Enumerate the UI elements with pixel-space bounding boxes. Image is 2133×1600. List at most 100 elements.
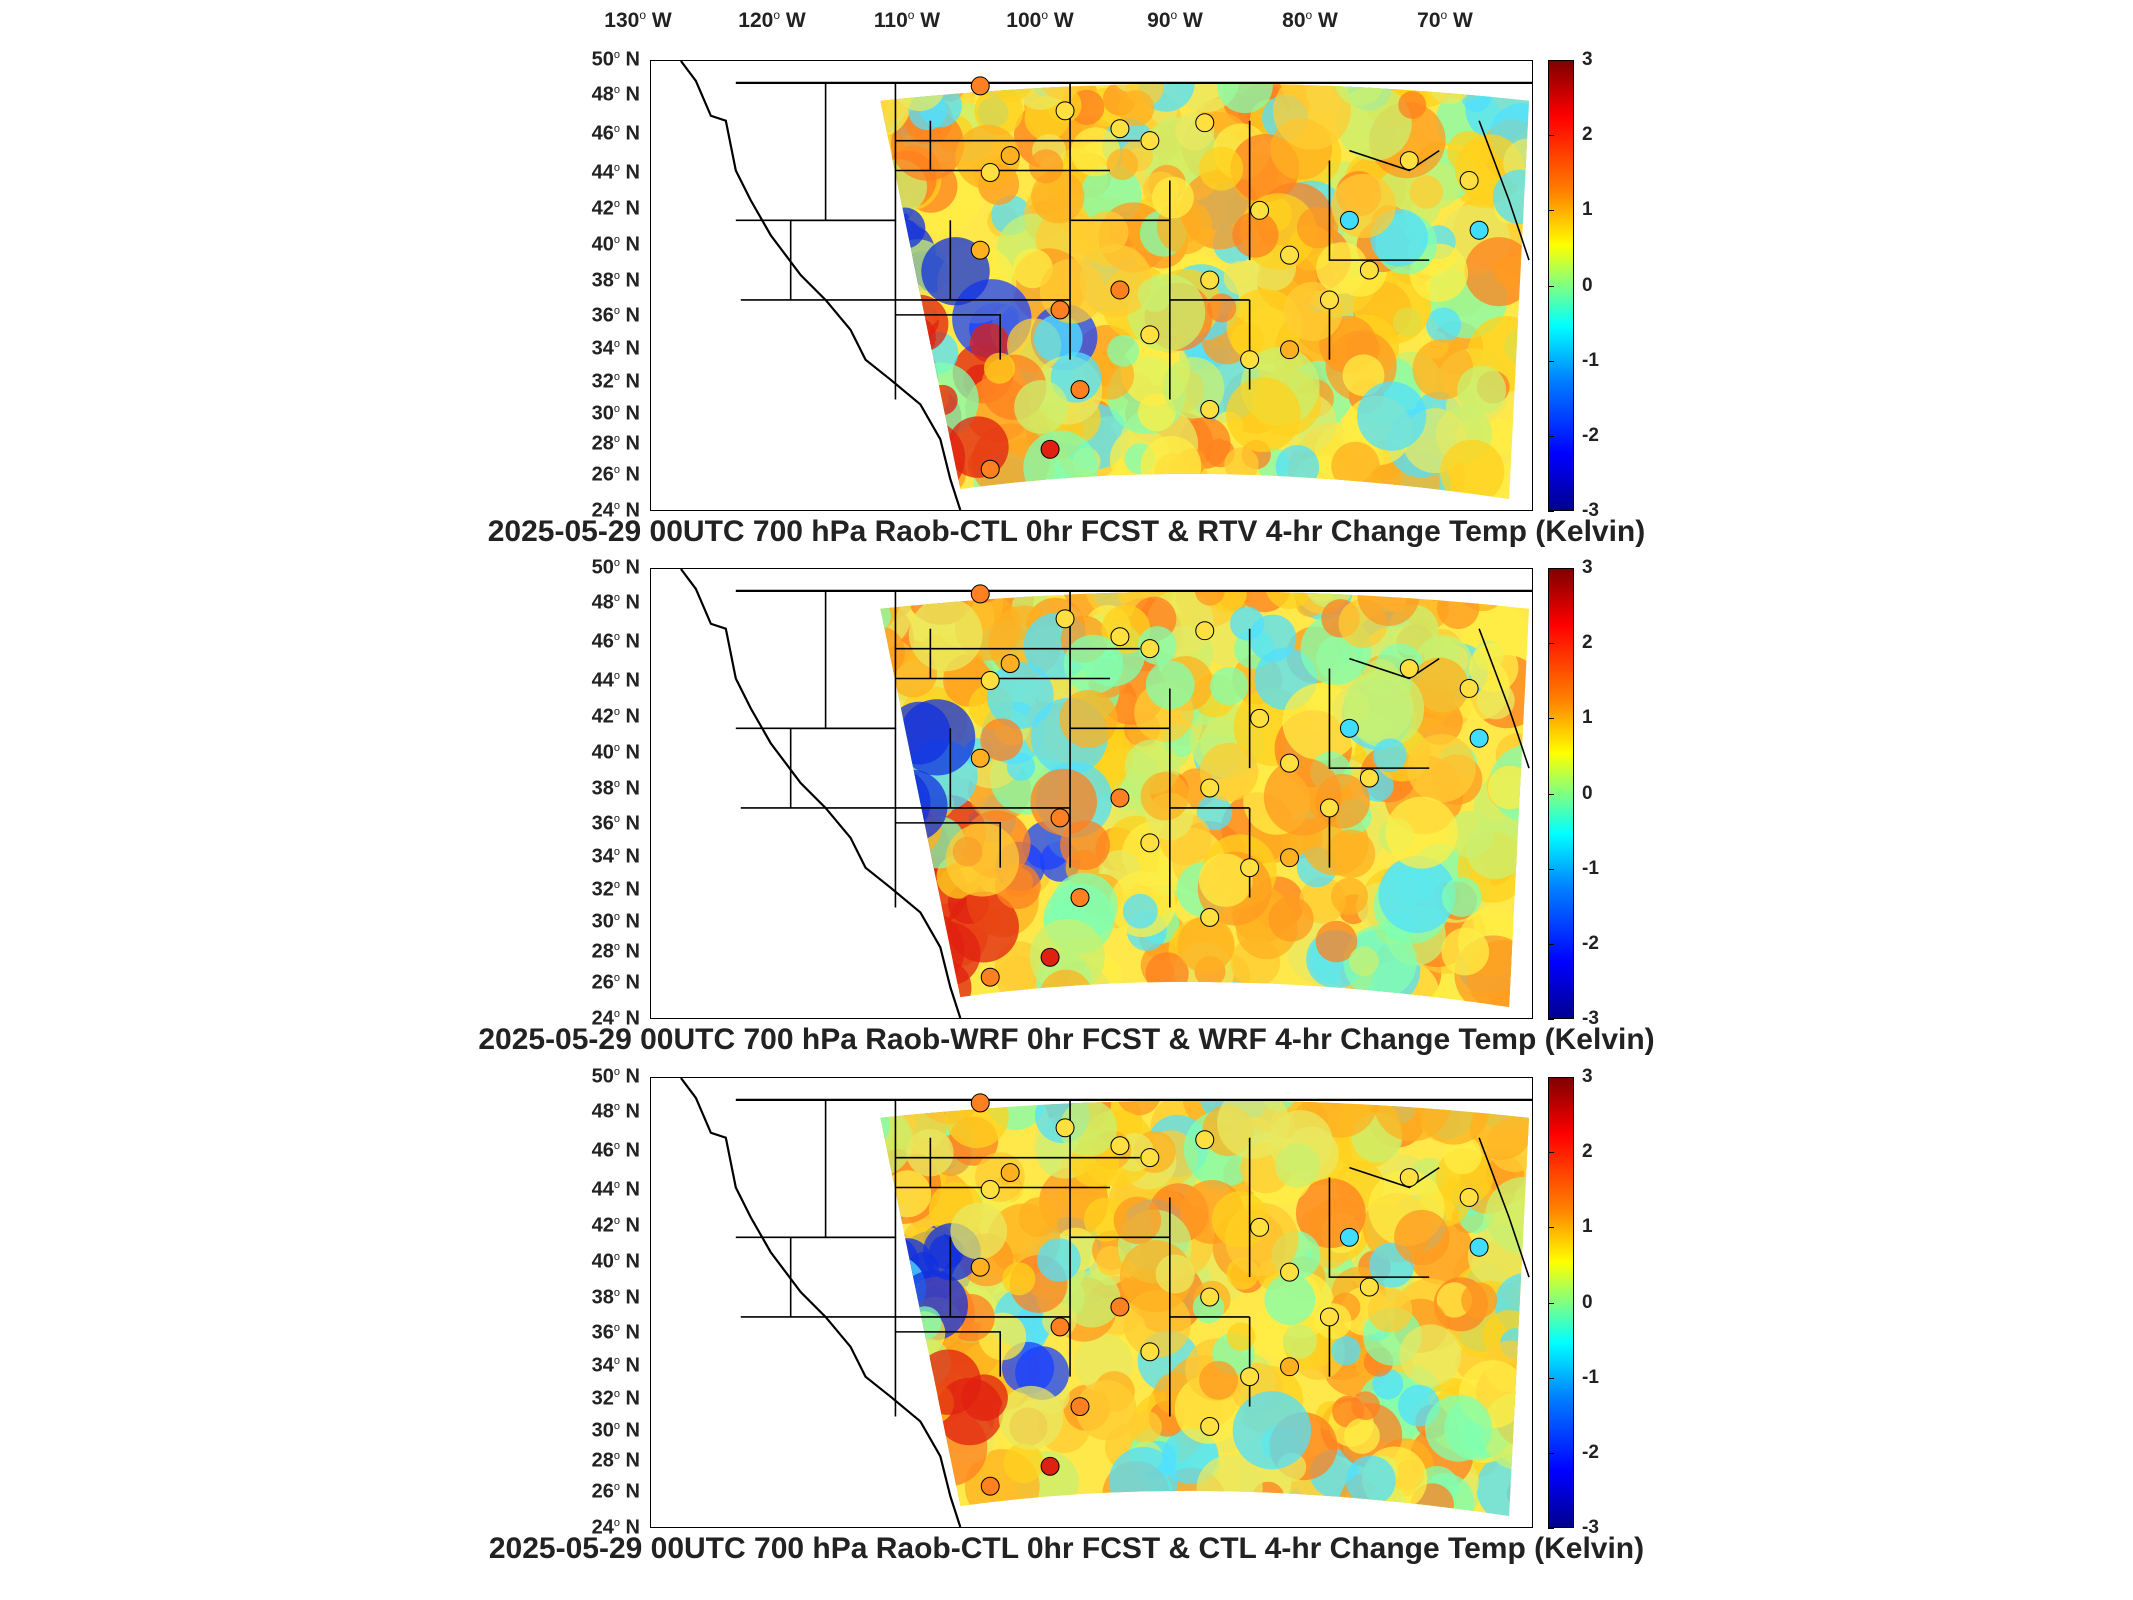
latitude-label: 24o N xyxy=(591,499,640,522)
raob-station-marker xyxy=(1459,171,1479,190)
raob-station-marker xyxy=(1070,888,1090,907)
latitude-label: 28o N xyxy=(591,940,640,963)
colorbar-tick-mark xyxy=(1548,568,1554,569)
map-svg xyxy=(680,569,1532,1018)
colorbar-tick-mark xyxy=(1548,1152,1554,1154)
temperature-map xyxy=(650,568,1533,1019)
raob-station-marker xyxy=(980,967,1000,987)
raob-station-marker xyxy=(980,671,1000,690)
latitude-label: 36o N xyxy=(591,812,640,835)
colorbar-tick-label: 1 xyxy=(1582,1216,1593,1238)
raob-station-marker xyxy=(1399,1168,1419,1188)
colorbar-tick-label: -2 xyxy=(1582,424,1599,446)
raob-station-marker xyxy=(1140,639,1160,659)
raob-station-marker xyxy=(1250,1217,1270,1237)
latitude-label: 48o N xyxy=(591,591,640,614)
latitude-label: 46o N xyxy=(591,122,640,144)
latitude-label: 24o N xyxy=(591,1007,640,1030)
raob-station-marker xyxy=(1110,119,1130,139)
colorbar-tick-mark xyxy=(1548,1077,1554,1078)
raob-station-marker xyxy=(1240,1367,1260,1387)
raob-station-marker xyxy=(1050,300,1070,320)
colorbar-tick-mark xyxy=(1548,1528,1554,1529)
raob-station-marker xyxy=(1140,325,1160,345)
map-borders xyxy=(680,569,1532,1018)
colorbar-tick-mark xyxy=(1548,60,1554,61)
longitude-axis: 130o W 120o W 110o W 100o W 90o W 80o W 70o W xyxy=(0,4,2133,40)
raob-station-marker xyxy=(1055,609,1075,629)
latitude-label: 34o N xyxy=(591,337,640,360)
raob-station-marker xyxy=(1040,439,1060,459)
raob-station-marker xyxy=(1319,290,1339,310)
colorbar-tick-label: -1 xyxy=(1582,349,1599,371)
raob-station-marker xyxy=(1140,833,1160,853)
colorbar-tick-mark xyxy=(1548,435,1554,437)
raob-station-marker xyxy=(1195,113,1215,133)
raob-station-marker xyxy=(970,76,990,96)
temperature-map xyxy=(650,1077,1533,1528)
raob-station-marker xyxy=(980,1476,1000,1496)
latitude-label: 46o N xyxy=(591,630,640,652)
colorbar-tick-label: -3 xyxy=(1582,500,1599,521)
raob-station-marker xyxy=(1319,798,1339,818)
colorbar-tick-mark xyxy=(1548,1302,1554,1304)
latitude-label: 44o N xyxy=(591,161,640,184)
colorbar-tick-mark xyxy=(1548,643,1554,645)
raob-station-marker xyxy=(1250,200,1270,220)
raob-station-marker xyxy=(970,748,990,768)
raob-station-marker xyxy=(1359,260,1379,280)
latitude-label: 40o N xyxy=(591,233,640,256)
colorbar-tick-mark xyxy=(1548,1452,1554,1454)
raob-station-marker xyxy=(1200,399,1220,419)
latitude-label: 32o N xyxy=(591,1387,640,1410)
map-svg xyxy=(680,1078,1532,1527)
map-borders xyxy=(680,61,1532,510)
raob-station-marker xyxy=(1195,1130,1215,1150)
colorbar-tick-mark xyxy=(1548,1019,1554,1020)
latitude-label: 30o N xyxy=(591,402,640,425)
raob-station-marker xyxy=(1055,101,1075,121)
raob-station-marker xyxy=(1280,753,1300,773)
longitude-label: 100o W xyxy=(1006,8,1074,32)
raob-station-marker xyxy=(1359,768,1379,788)
raob-station-marker xyxy=(1050,808,1070,828)
map-panel: 50o N 48o N 46o N 44o N 42o N 40o N 38o N 36o N… xyxy=(0,1066,2133,1587)
colorbar-tick-mark xyxy=(1548,511,1554,512)
map-panel: 50o N 48o N 46o N 44o N 42o N 40o N 38o N 36o N… xyxy=(0,49,2133,570)
latitude-label: 28o N xyxy=(591,432,640,455)
latitude-label: 50o N xyxy=(591,48,640,71)
colorbar-tick-mark xyxy=(1548,285,1554,287)
colorbar-tick-mark xyxy=(1548,868,1554,870)
raob-station-marker xyxy=(1200,778,1220,798)
colorbar-tick-label: 2 xyxy=(1582,632,1593,654)
panel-caption: 2025-05-29 00UTC 700 hPa Raob-WRF 0hr FC… xyxy=(478,1023,1655,1056)
raob-station-marker xyxy=(1140,131,1160,151)
colorbar-tick-label: 3 xyxy=(1582,49,1593,70)
raob-station-marker xyxy=(970,1257,990,1277)
colorbar-tick-label: 3 xyxy=(1582,557,1593,578)
colorbar-tick-label: 2 xyxy=(1582,124,1593,146)
temperature-map xyxy=(650,60,1533,511)
latitude-label: 50o N xyxy=(591,556,640,579)
colorbar-tick-mark xyxy=(1548,1227,1554,1229)
colorbar-tick-label: 0 xyxy=(1582,1291,1593,1313)
latitude-label: 36o N xyxy=(591,304,640,327)
latitude-label: 42o N xyxy=(591,197,640,220)
raob-station-marker xyxy=(1000,146,1020,166)
colorbar-tick-label: -3 xyxy=(1582,1517,1599,1538)
panel-caption: 2025-05-29 00UTC 700 hPa Raob-CTL 0hr FC… xyxy=(487,515,1646,548)
colorbar-tick-label: -2 xyxy=(1582,1441,1599,1463)
latitude-label: 36o N xyxy=(591,1321,640,1344)
latitude-label: 38o N xyxy=(591,777,640,800)
latitude-label: 30o N xyxy=(591,1419,640,1442)
raob-station-marker xyxy=(1200,1416,1220,1436)
raob-stations xyxy=(970,584,1489,987)
raob-station-marker xyxy=(1359,1277,1379,1297)
latitude-label: 24o N xyxy=(591,1516,640,1539)
raob-stations xyxy=(970,76,1489,479)
panel-caption: 2025-05-29 00UTC 700 hPa Raob-CTL 0hr FC… xyxy=(488,1532,1645,1565)
raob-station-marker xyxy=(1459,1188,1479,1207)
raob-station-marker xyxy=(1200,907,1220,927)
latitude-label: 30o N xyxy=(591,910,640,933)
latitude-label: 32o N xyxy=(591,878,640,901)
